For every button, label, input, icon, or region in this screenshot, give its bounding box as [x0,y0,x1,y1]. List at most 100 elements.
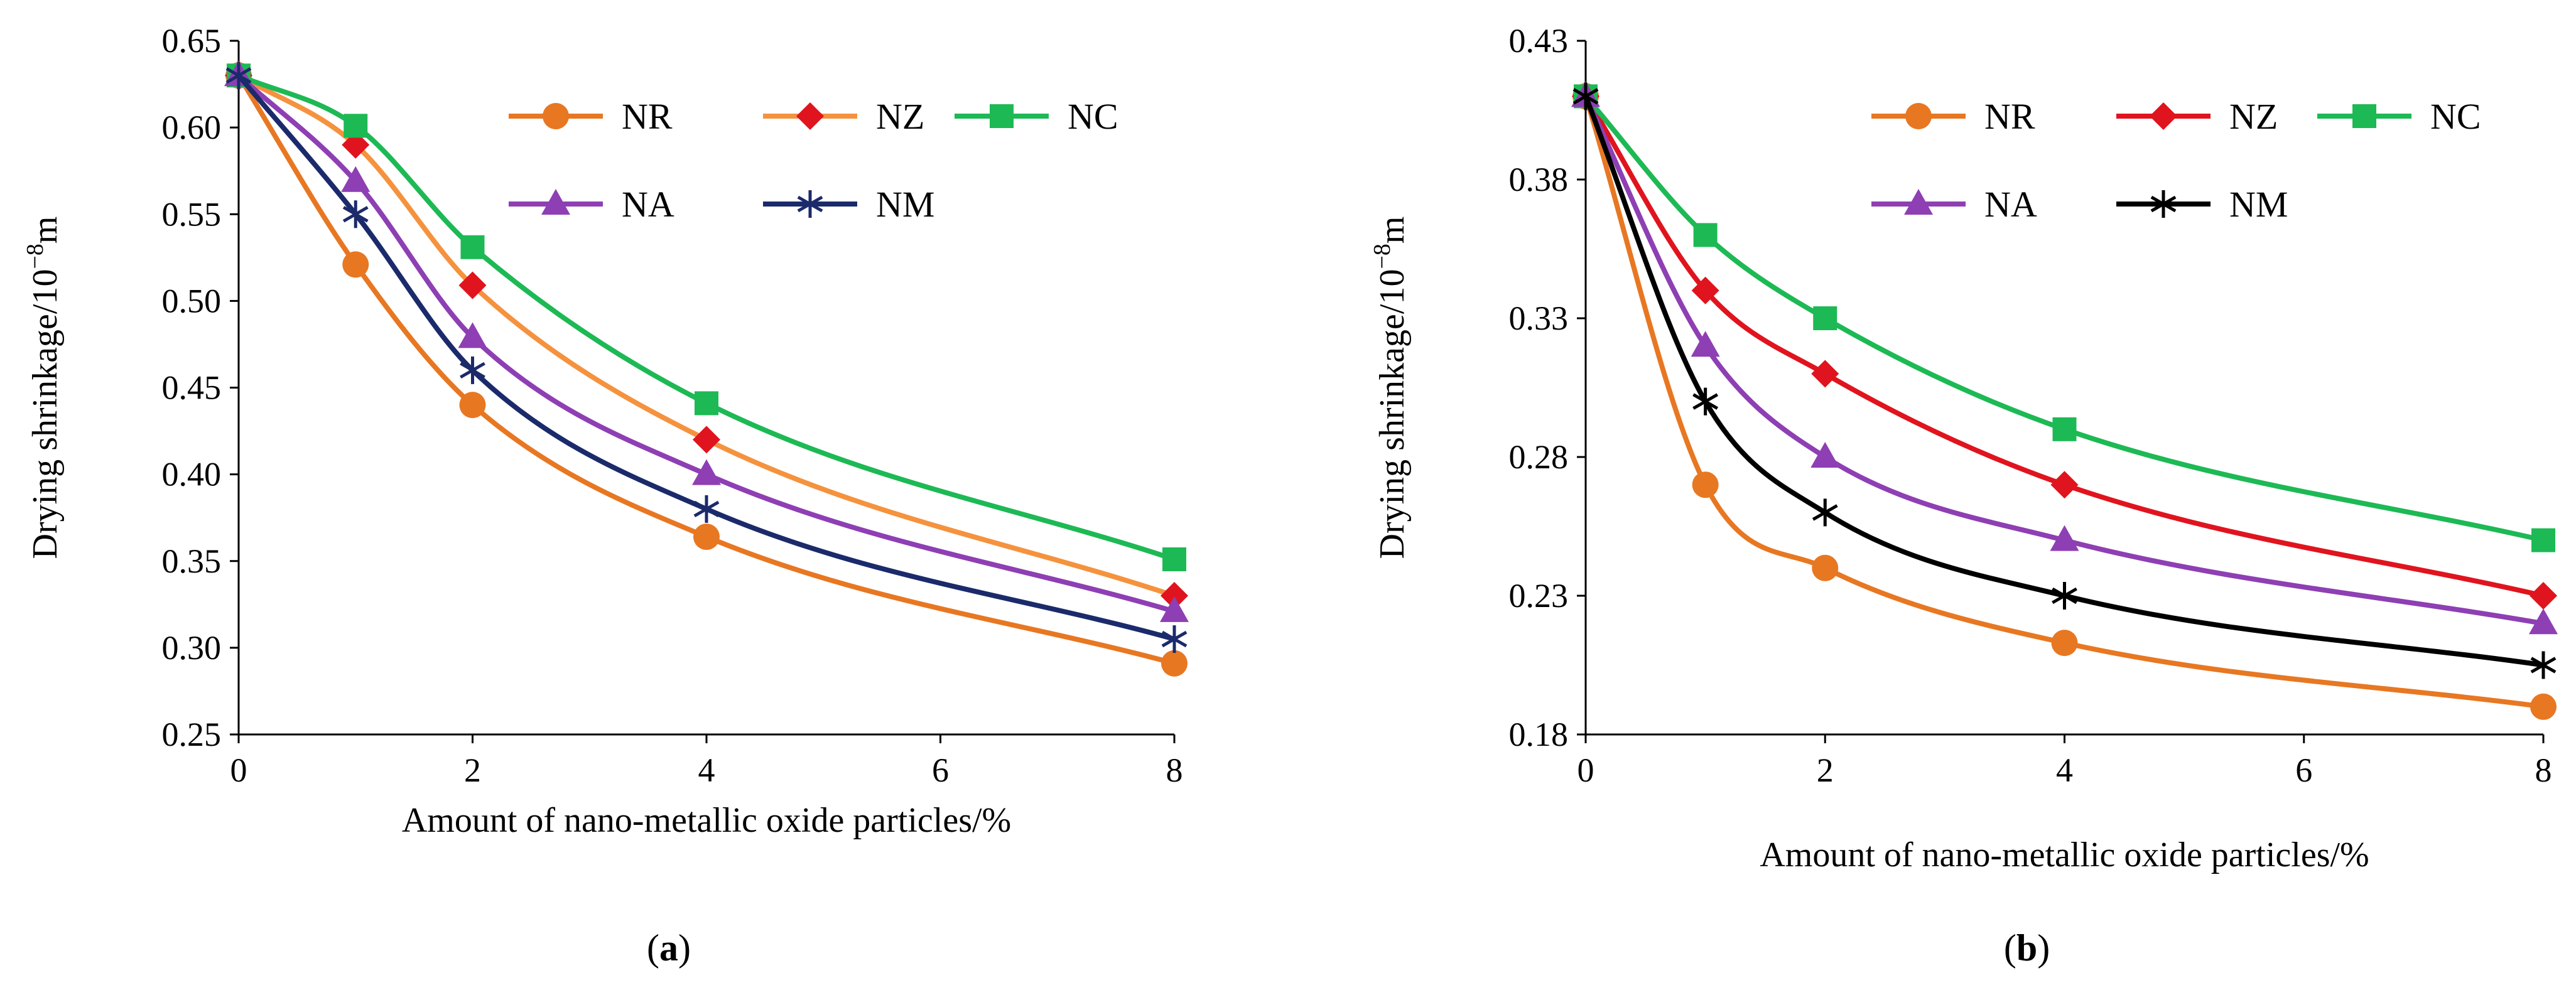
series-line-na [236,73,1177,614]
data-point-na [1160,596,1189,622]
series-nm [225,62,1188,653]
legend-item-nc: NC [955,96,1118,137]
data-point-nr [1161,650,1188,677]
data-point-nm [2530,651,2557,679]
data-point-nc [1693,223,1718,247]
series-na [1571,81,2558,635]
legend: NR NZ NC NA NM [509,96,1118,225]
series-nr [1572,83,2557,720]
x-tick-label: 2 [1817,751,1834,789]
x-tick-label: 4 [698,751,715,789]
y-axis-title-unit: m [26,217,65,244]
x-tick-label: 6 [932,751,949,789]
legend: NR NZ NC NA NM [1871,96,2481,225]
series-nr [225,62,1188,677]
panel-letter: a [659,927,678,969]
legend-label: NC [1068,96,1118,137]
y-tick-label: 0.18 [1509,716,1569,753]
y-tick-label: 0.28 [1509,438,1569,476]
legend-marker [1904,189,1933,215]
data-point-nz [1161,582,1188,610]
y-axis-title-text: Drying shrinkage/10 [26,269,65,559]
y-tick-label: 0.30 [162,629,222,667]
data-point-nm [342,200,369,228]
legend-marker [543,103,569,129]
axes: 0.25 0.30 0.35 0.40 0.45 0.50 0.55 0.60 0.65 0 2 4 6… [162,22,1183,789]
series-nc [227,63,1186,571]
legend-label: NC [2430,96,2481,137]
data-point-nz [1691,276,1719,304]
data-point-na [2050,525,2079,551]
legend-label: NR [1984,96,2035,137]
y-tick-label: 0.65 [162,22,222,60]
legend-item-nm: NM [763,184,934,225]
data-point-na [1691,331,1720,357]
data-point-nc [460,235,485,259]
legend-item-nr: NR [509,96,673,137]
data-point-na [2529,608,2558,635]
y-axis-title-exponent: −8 [1369,244,1395,269]
series-line-nr [236,73,1177,666]
data-point-nr [1692,471,1719,498]
data-point-nz [1811,360,1839,388]
x-tick-label: 0 [1578,751,1594,789]
data-point-nz [2530,582,2557,610]
legend-item-nz: NZ [763,96,924,137]
x-tick-label: 6 [2295,751,2312,789]
legend-item-na: NA [1871,184,2037,225]
legend-label: NA [622,184,674,225]
data-point-nc [344,114,368,138]
data-point-nr [693,524,720,551]
axes: 0.18 0.23 0.28 0.33 0.38 0.43 0 2 4 6 8 [1509,22,2552,789]
x-tick-label: 8 [1166,751,1183,789]
legend-marker [1905,103,1932,129]
legend-item-nc: NC [2317,96,2481,137]
chart-panel-b: 0.18 0.23 0.28 0.33 0.38 0.43 0 2 4 6 8 Amount of n… [1369,22,2558,969]
x-axis-title: Amount of nano-metallic oxide particles/… [402,801,1011,840]
y-axis-title: Drying shrinkage/10−8m [22,217,65,559]
data-point-nm [225,62,252,90]
series-line-nz [1583,94,2546,598]
y-axis-title: Drying shrinkage/10−8m [1369,217,1412,559]
y-tick-label: 0.45 [162,369,222,407]
data-point-nm [2052,582,2077,610]
data-point-nm [1161,625,1188,653]
data-point-nr [1812,554,1839,581]
y-tick-label: 0.38 [1509,161,1569,198]
series-nm [1572,82,2557,679]
y-tick-label: 0.33 [1509,299,1569,337]
legend-marker [2352,104,2376,128]
data-point-na [1810,442,1840,468]
legend-label: NR [622,96,673,137]
legend-label: NZ [2229,96,2278,137]
legend-item-nr: NR [1871,96,2035,137]
legend-label: NM [876,184,934,225]
legend-marker [797,190,823,218]
legend-marker [796,102,824,130]
x-tick-label: 0 [230,751,247,789]
data-point-nz [458,271,487,299]
x-tick-label: 8 [2535,751,2552,789]
series-line-na [1583,94,2546,626]
data-point-nr [2530,693,2557,720]
data-point-na [341,166,371,192]
data-point-nr [2051,630,2078,657]
data-point-nm [1572,82,1599,110]
data-point-nc [1813,306,1837,330]
x-tick-label: 4 [2056,751,2073,789]
y-tick-label: 0.35 [162,542,222,580]
data-point-nc [2531,528,2555,552]
data-point-nc [2052,417,2077,441]
data-point-nz [2050,471,2079,499]
legend-marker [541,189,570,215]
x-tick-label: 2 [464,751,481,789]
series-line-nm [1583,94,2546,668]
y-tick-label: 0.25 [162,716,222,753]
data-point-na [458,322,487,348]
y-tick-label: 0.55 [162,195,222,233]
y-axis-title-exponent: −8 [22,244,48,269]
legend-marker [990,104,1014,128]
chart-panel-a: 0.25 0.30 0.35 0.40 0.45 0.50 0.55 0.60 0.65 0 2 4 6… [22,22,1189,969]
y-axis-title-unit: m [1373,217,1412,244]
